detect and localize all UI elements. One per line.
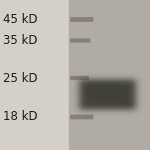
- FancyBboxPatch shape: [70, 76, 89, 80]
- Bar: [0, 0, 69, 150]
- Text: 35 kD: 35 kD: [3, 34, 38, 47]
- FancyBboxPatch shape: [70, 115, 93, 119]
- FancyBboxPatch shape: [70, 17, 93, 22]
- Text: 45 kD: 45 kD: [3, 13, 38, 26]
- FancyBboxPatch shape: [70, 38, 90, 43]
- Bar: [69, 0, 150, 150]
- Text: 25 kD: 25 kD: [3, 72, 38, 84]
- Text: 18 kD: 18 kD: [3, 111, 38, 123]
